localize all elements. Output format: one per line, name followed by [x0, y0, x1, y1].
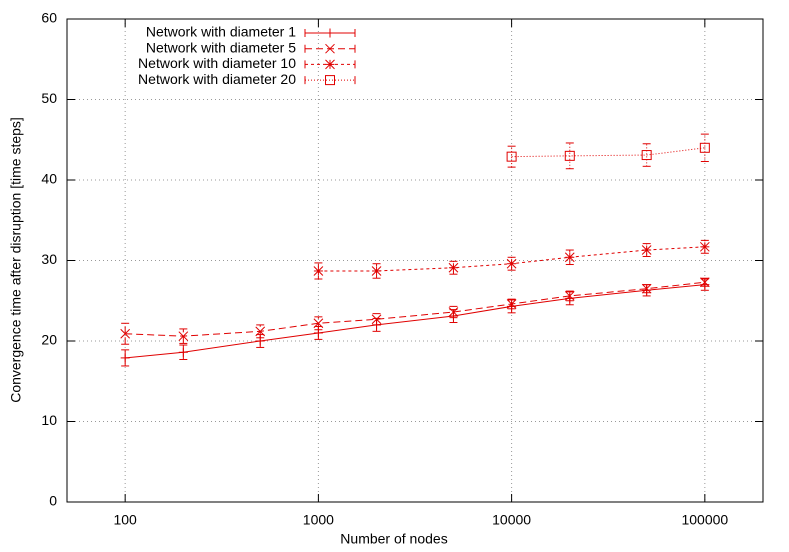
marker [564, 291, 575, 301]
marker-stroke [120, 328, 131, 339]
plot-frame [66, 18, 764, 503]
y-tick-label: 0 [49, 493, 57, 509]
error-bar [121, 322, 130, 345]
marker [325, 59, 335, 70]
marker [564, 252, 575, 263]
marker-stroke [506, 151, 517, 162]
legend-label: Network with diameter 10 [138, 55, 296, 71]
x-tick-label: 1000 [303, 512, 334, 528]
marker [120, 328, 131, 339]
marker-stroke [699, 142, 710, 153]
marker [506, 151, 517, 162]
marker [325, 43, 335, 54]
marker-stroke [325, 43, 335, 54]
marker [506, 258, 517, 269]
marker-stroke [699, 277, 710, 288]
legend-label: Network with diameter 5 [146, 39, 296, 55]
marker [699, 277, 710, 288]
marker [641, 150, 652, 161]
marker-stroke [313, 318, 324, 329]
marker [699, 142, 710, 153]
y-tick-label: 10 [41, 412, 57, 428]
marker-stroke [699, 241, 710, 252]
series-line [125, 284, 705, 359]
error-bar [642, 143, 651, 167]
series-line [511, 147, 705, 158]
marker [325, 75, 335, 86]
marker [371, 266, 382, 276]
x-axis-label: Number of nodes [340, 531, 447, 547]
marker [178, 331, 189, 342]
error-bar [565, 142, 574, 170]
error-bar [179, 328, 188, 344]
marker [564, 150, 575, 161]
marker [313, 318, 324, 329]
marker-stroke [564, 252, 575, 263]
marker-stroke [178, 331, 189, 342]
marker [641, 283, 652, 294]
marker [255, 326, 266, 337]
x-tick-label: 10000 [492, 512, 531, 528]
marker-stroke [448, 262, 459, 273]
marker-stroke [641, 150, 652, 161]
error-bar [507, 145, 516, 168]
marker [506, 299, 517, 309]
marker [699, 241, 710, 252]
marker-stroke [641, 245, 652, 255]
marker-stroke [255, 326, 266, 337]
marker [313, 266, 324, 276]
marker [371, 314, 382, 325]
marker [641, 245, 652, 255]
y-tick-label: 30 [41, 251, 57, 267]
error-bar [700, 133, 709, 162]
marker [448, 307, 459, 317]
marker-stroke [325, 59, 335, 70]
x-tick-label: 100000 [681, 512, 728, 528]
marker-stroke [371, 314, 382, 325]
legend-label: Network with diameter 1 [146, 24, 296, 40]
marker [120, 353, 130, 363]
marker-stroke [564, 150, 575, 161]
y-tick-label: 50 [41, 90, 57, 106]
marker-stroke [448, 307, 459, 317]
marker-stroke [506, 258, 517, 269]
marker-stroke [564, 291, 575, 301]
marker-stroke [313, 266, 324, 276]
y-tick-label: 40 [41, 171, 57, 187]
marker [178, 347, 188, 357]
y-tick-label: 20 [41, 332, 57, 348]
marker-stroke [371, 266, 382, 276]
y-tick-label: 60 [41, 10, 57, 26]
marker-stroke [325, 75, 335, 86]
marker [448, 262, 459, 273]
marker [325, 28, 335, 38]
y-axis-label: Convergence time after disruption [time … [8, 117, 24, 403]
marker-stroke [506, 299, 517, 309]
legend-label: Network with diameter 20 [138, 71, 296, 87]
x-tick-label: 100 [113, 512, 137, 528]
series-line [125, 281, 705, 337]
marker-stroke [641, 283, 652, 294]
